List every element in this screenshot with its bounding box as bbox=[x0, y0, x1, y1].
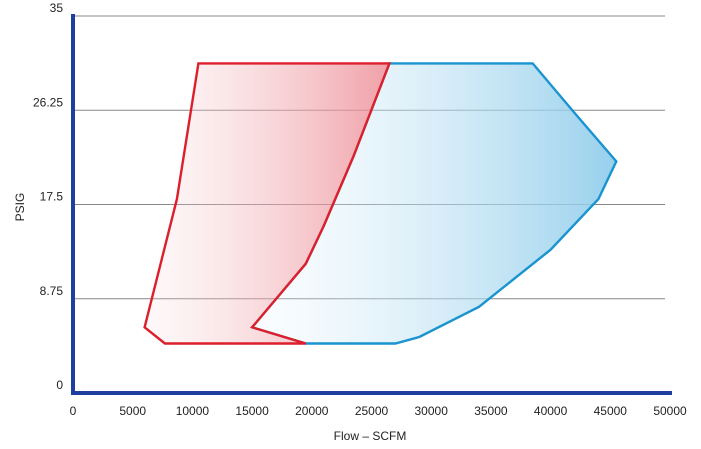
y-tick-label: 26.25 bbox=[33, 95, 63, 109]
tick-labels: 0 8.75 17.5 26.25 35 0 5000 10000 15000 20000 2500… bbox=[33, 1, 687, 418]
axes bbox=[71, 14, 672, 395]
x-tick-label: 30000 bbox=[415, 404, 449, 418]
x-tick-label: 20000 bbox=[295, 404, 329, 418]
x-tick-label: 40000 bbox=[534, 404, 568, 418]
x-tick-label: 10000 bbox=[176, 404, 210, 418]
x-tick-label: 5000 bbox=[119, 404, 146, 418]
range-areas bbox=[143, 62, 618, 345]
y-tick-label: 8.75 bbox=[40, 284, 64, 298]
x-tick-label: 45000 bbox=[594, 404, 628, 418]
y-tick-label: 0 bbox=[56, 378, 63, 392]
y-axis-label: PSIG bbox=[13, 193, 27, 222]
x-axis-label: Flow – SCFM bbox=[334, 429, 407, 443]
x-tick-label: 35000 bbox=[474, 404, 508, 418]
x-tick-label: 50000 bbox=[653, 404, 687, 418]
x-tick-label: 15000 bbox=[235, 404, 269, 418]
y-tick-label: 17.5 bbox=[40, 190, 64, 204]
x-tick-label: 0 bbox=[70, 404, 77, 418]
down-turn-range-area bbox=[143, 62, 392, 345]
x-tick-label: 25000 bbox=[355, 404, 389, 418]
y-tick-label: 35 bbox=[50, 1, 64, 15]
